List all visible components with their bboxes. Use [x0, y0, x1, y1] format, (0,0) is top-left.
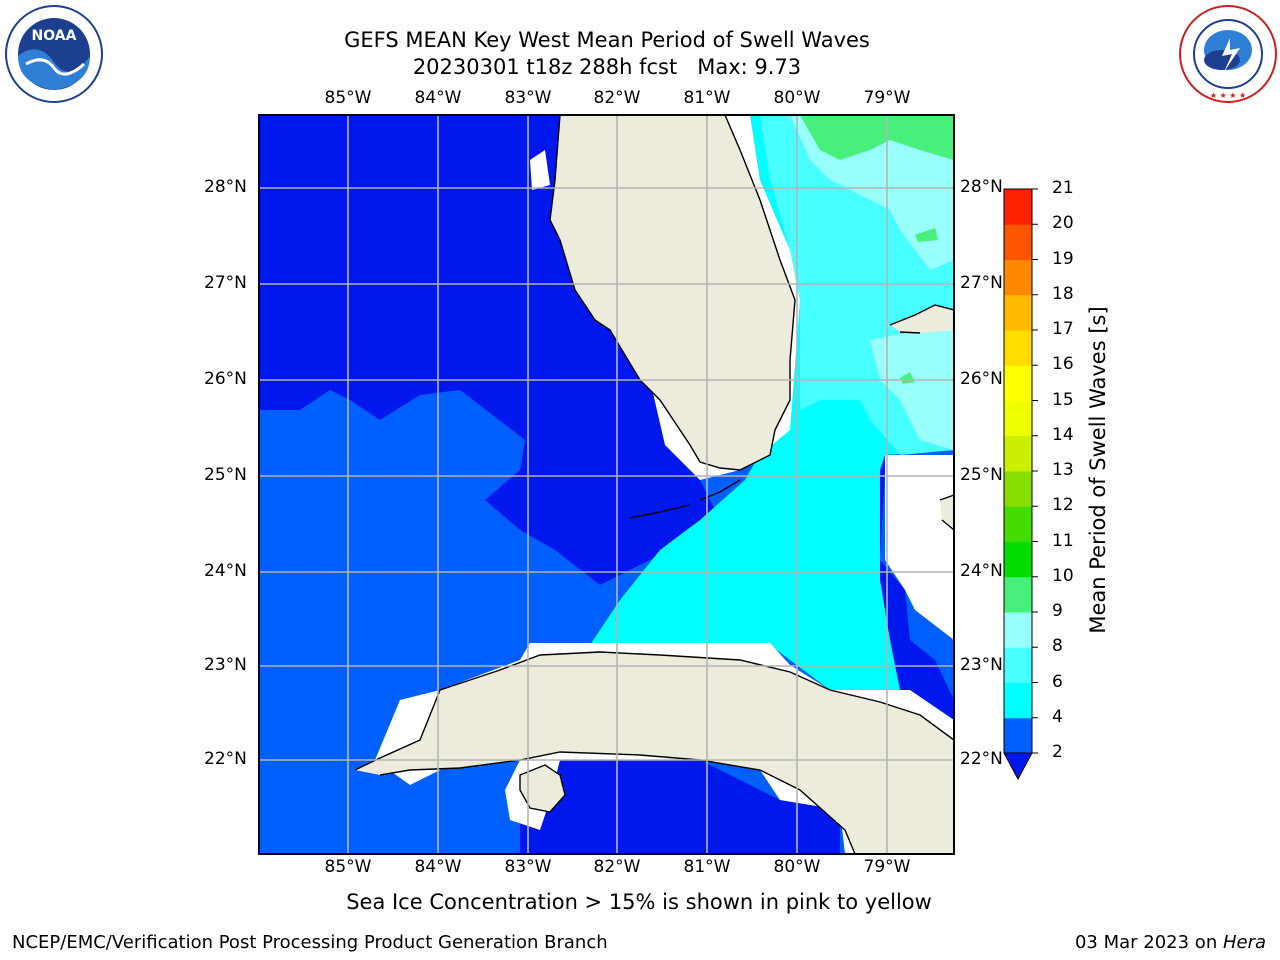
colorbar — [1003, 188, 1038, 781]
colorbar-tick-label: 20 — [1052, 213, 1074, 234]
colorbar-tick-label: 18 — [1052, 283, 1074, 304]
colorbar-segment — [1004, 576, 1032, 613]
land-bahamas — [890, 305, 954, 333]
swell-band-9-10-spot2 — [900, 372, 915, 384]
land-isla-juventud — [520, 765, 565, 812]
lat-label-left: 22°N — [204, 749, 247, 769]
lat-label-left: 27°N — [204, 273, 247, 293]
lon-label-top: 84°W — [414, 88, 462, 108]
colorbar-segment — [1004, 717, 1032, 754]
colorbar-tick-label: 13 — [1052, 460, 1074, 480]
swell-band-8-9-east — [870, 320, 954, 450]
lat-label-right: 24°N — [960, 561, 1003, 581]
lat-label-right: 28°N — [960, 177, 1003, 197]
lon-label-bottom: 84°W — [414, 857, 462, 877]
lat-label-right: 22°N — [960, 749, 1003, 769]
lon-label-bottom: 81°W — [683, 857, 731, 877]
footer-date: 03 Mar 2023 on Hera — [1075, 932, 1266, 953]
lon-label-top: 85°W — [324, 88, 372, 108]
colorbar-segment — [1004, 365, 1032, 401]
nws-logo: ★ ★ ★ ★ — [1178, 4, 1278, 104]
map-title: GEFS MEAN Key West Mean Period of Swell … — [344, 28, 870, 52]
colorbar-tick-label: 14 — [1052, 424, 1074, 445]
colorbar-segment — [1004, 189, 1032, 225]
land-florida — [550, 115, 795, 470]
lon-label-top: 83°W — [504, 88, 552, 108]
lat-label-left: 28°N — [204, 177, 247, 197]
lat-label-left: 24°N — [204, 561, 247, 581]
colorbar-segment — [1004, 612, 1032, 648]
footer-credit: NCEP/EMC/Verification Post Processing Pr… — [12, 932, 608, 953]
lon-label-bottom: 83°W — [504, 857, 552, 877]
colorbar-tick-label: 6 — [1052, 671, 1063, 692]
colorbar-segment — [1004, 330, 1032, 366]
colorbar-tick-label: 2 — [1052, 742, 1063, 762]
colorbar-segment — [1004, 647, 1032, 683]
land-cuba — [355, 652, 954, 854]
grid-lines — [259, 115, 954, 854]
noaa-logo-text: NOAA — [32, 28, 77, 44]
lon-label-top: 81°W — [683, 88, 731, 108]
lon-label-bottom: 80°W — [773, 857, 821, 877]
swell-band-lt2 — [259, 115, 720, 585]
map-subtitle: 20230301 t18z 288h fcst Max: 9.73 — [412, 55, 802, 79]
colorbar-tick-label: 19 — [1052, 248, 1074, 269]
colorbar-tick-label: 15 — [1052, 389, 1074, 410]
lat-label-right: 26°N — [960, 369, 1003, 389]
colorbar-segment — [1004, 471, 1032, 507]
lat-label-right: 23°N — [960, 655, 1003, 675]
colorbar-tick-label: 16 — [1052, 354, 1074, 375]
coastlines — [354, 115, 954, 854]
swell-band-9-10 — [800, 115, 954, 160]
colorbar-segment — [1004, 541, 1032, 578]
lon-label-top: 80°W — [773, 88, 821, 108]
footer-machine: Hera — [1222, 932, 1266, 953]
lat-label-right: 25°N — [960, 465, 1003, 485]
colorbar-tick-label: 9 — [1052, 601, 1063, 621]
lon-label-bottom: 85°W — [324, 857, 372, 877]
sea-ice-note: Sea Ice Concentration > 15% is shown in … — [346, 890, 932, 914]
colorbar-tick-label: 11 — [1052, 530, 1074, 551]
swell-band-9-10-spot — [915, 228, 938, 242]
colorbar-tick-label: 10 — [1052, 565, 1074, 586]
colorbar-segment — [1004, 506, 1032, 542]
svg-text:★ ★ ★ ★: ★ ★ ★ ★ — [1210, 91, 1246, 100]
colorbar-segment — [1004, 435, 1032, 472]
map-frame — [258, 114, 955, 855]
lat-label-left: 23°N — [204, 655, 247, 675]
colorbar-segment — [1004, 259, 1032, 296]
lat-label-left: 26°N — [204, 369, 247, 389]
lon-label-top: 79°W — [863, 88, 911, 108]
colorbar-tick-label: 17 — [1052, 319, 1074, 339]
lon-label-bottom: 82°W — [593, 857, 641, 877]
noaa-logo: NOAA — [4, 4, 104, 104]
colorbar-segment — [1004, 682, 1032, 719]
lon-label-bottom: 79°W — [863, 857, 911, 877]
colorbar-segment — [1004, 294, 1032, 331]
colorbar-tick-label: 12 — [1052, 495, 1074, 516]
colorbar-tick-label: 21 — [1052, 178, 1074, 198]
swell-band-lt2-south — [520, 760, 840, 854]
colorbar-under-arrow — [1003, 752, 1033, 781]
colorbar-segment — [1004, 400, 1032, 437]
nodata-bahamas — [885, 455, 954, 640]
lat-label-right: 27°N — [960, 273, 1003, 293]
colorbar-tick-label: 8 — [1052, 636, 1063, 657]
colorbar-segment — [1004, 224, 1032, 260]
colorbar-tick-label: 4 — [1052, 706, 1063, 727]
footer-date-text: 03 Mar 2023 on — [1074, 932, 1223, 953]
lon-label-top: 82°W — [593, 88, 641, 108]
lat-label-left: 25°N — [204, 465, 247, 485]
colorbar-label: Mean Period of Swell Waves [s] — [1086, 306, 1110, 634]
